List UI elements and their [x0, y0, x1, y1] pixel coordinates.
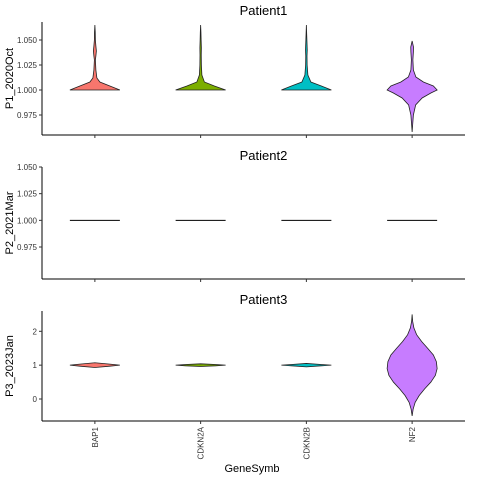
panel-3: Patient3 P3_2023Jan 0 1 2 [4, 292, 465, 424]
panel-title: Patient3 [240, 292, 288, 307]
y-axis-label: P3_2023Jan [4, 335, 16, 397]
violin-cdkn2a [175, 24, 226, 91]
y-tick-label: 1.000 [17, 86, 38, 95]
y-tick-label: 1.050 [17, 36, 38, 45]
y-tick-label: 1.000 [17, 216, 38, 225]
x-tick-label: CDKN2A [197, 426, 206, 459]
violin-cdkn2a [175, 363, 226, 367]
violin-cdkn2b [281, 24, 332, 91]
violin-nf2 [386, 40, 438, 133]
y-tick-label: 0 [33, 395, 38, 404]
y-axis-label: P1_2020Oct [4, 48, 16, 109]
y-tick-label: 1.025 [17, 190, 38, 199]
y-tick-label: 1.025 [17, 61, 38, 70]
violin-bap1 [69, 24, 121, 91]
y-tick-label: 2 [33, 327, 38, 336]
y-tick-label: 0.975 [17, 111, 38, 120]
x-tick-label: NF2 [408, 426, 417, 442]
y-tick-label: 1.050 [17, 163, 38, 172]
violin-bap1 [69, 362, 120, 368]
panel-title: Patient1 [240, 3, 288, 18]
panel-title: Patient2 [240, 148, 288, 163]
violin-nf2 [386, 314, 438, 416]
y-tick-label: 1 [33, 361, 38, 370]
x-axis-label: GeneSymb [224, 463, 279, 475]
y-tick-label: 0.975 [17, 243, 38, 252]
x-tick-label: BAP1 [91, 426, 100, 447]
x-tick-label: CDKN2B [302, 427, 311, 459]
chart-panels: Patient1P1_2020Oct0.9751.0001.0251.050Pa… [4, 3, 465, 459]
violin-cdkn2b [281, 363, 332, 368]
panel-2: Patient2 P2_2021Mar 0.975 1.000 1.025 1.050 [4, 148, 465, 282]
y-axis-label: P2_2021Mar [4, 191, 16, 254]
